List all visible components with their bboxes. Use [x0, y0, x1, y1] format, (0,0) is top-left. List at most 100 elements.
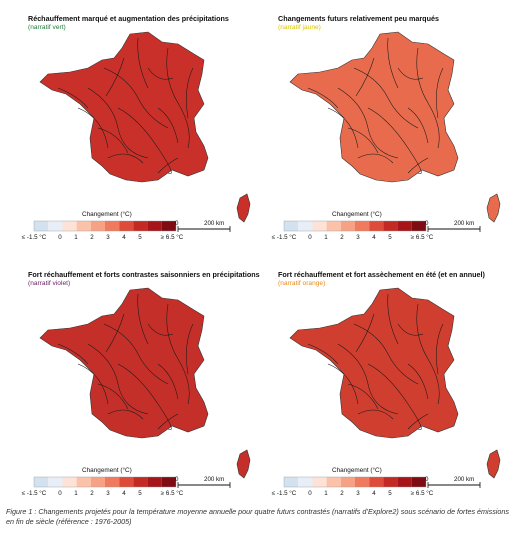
river-line	[327, 107, 359, 149]
legend-tick-label: 5	[138, 234, 142, 241]
corsica-outline	[486, 193, 501, 223]
panel-subtitle: (narratif violet)	[28, 280, 71, 287]
river-line	[57, 87, 89, 109]
legend-tick-label: 3	[356, 490, 360, 497]
river-line	[337, 87, 399, 159]
river-line	[353, 323, 419, 385]
legend-ticks: ≤ -1.5 °C 0 1 2 3 4 5 ≥ 6.5 °C	[268, 490, 518, 500]
legend-tick-label: 0	[308, 490, 312, 497]
legend-tick-label: 3	[106, 490, 110, 497]
scale-zero-label: 0	[175, 476, 179, 483]
legend-tick-label: 4	[122, 234, 126, 241]
legend-swatch	[48, 477, 63, 487]
river-line	[97, 127, 129, 154]
legend-tick-label: ≥ 6.5 °C	[160, 234, 184, 241]
legend-swatch	[383, 477, 398, 487]
river-line	[347, 127, 379, 154]
scale-distance-label: 200 km	[454, 476, 475, 483]
legend-swatch	[411, 477, 426, 487]
corsica-outline	[236, 449, 251, 479]
legend-ticks: ≤ -1.5 °C 0 1 2 3 4 5 ≥ 6.5 °C	[268, 234, 518, 244]
river-line	[307, 343, 339, 365]
legend-tick-label: 2	[340, 234, 344, 241]
river-line	[327, 363, 359, 405]
panel-subtitle: (narratif orange)	[278, 280, 326, 287]
river-line	[137, 293, 149, 345]
river-line	[397, 323, 424, 336]
france-mainland	[289, 287, 459, 439]
river-line	[397, 67, 424, 80]
legend-tick-label: 3	[356, 234, 360, 241]
panel-title: Changements futurs relativement peu marq…	[278, 14, 439, 23]
legend-swatch	[34, 477, 49, 487]
legend-swatch	[147, 221, 162, 231]
legend-swatch	[133, 221, 148, 231]
legend-swatch	[355, 477, 370, 487]
river-line	[367, 363, 422, 430]
legend-swatch	[284, 477, 299, 487]
legend-tick-label: ≤ -1.5 °C	[21, 490, 47, 497]
legend-swatch	[355, 221, 370, 231]
legend-ticks: ≤ -1.5 °C 0 1 2 3 4 5 ≥ 6.5 °C	[18, 234, 268, 244]
legend-swatch	[326, 221, 341, 231]
river-line	[147, 67, 174, 80]
france-temperature-map	[283, 287, 501, 488]
panel-title: Réchauffement marqué et augmentation des…	[28, 14, 229, 23]
river-line	[57, 343, 89, 365]
river-line	[77, 363, 109, 405]
river-line	[107, 409, 144, 420]
legend-swatch	[90, 221, 105, 231]
legend-tick-label: 0	[308, 234, 312, 241]
river-line	[436, 323, 444, 375]
river-line	[355, 313, 375, 353]
legend-tick-label: 1	[324, 234, 328, 241]
legend-swatch	[312, 477, 327, 487]
legend-bar-frame	[283, 220, 427, 232]
legend-swatch	[161, 221, 176, 231]
france-outline	[39, 31, 209, 183]
legend-tick-label: 2	[90, 490, 94, 497]
legend-tick-label: 2	[90, 234, 94, 241]
river-line	[105, 313, 125, 353]
legend-tick-label: 3	[106, 234, 110, 241]
legend-tick-label: 0	[58, 234, 62, 241]
legend-swatch	[326, 477, 341, 487]
legend-swatch	[90, 477, 105, 487]
river-line	[357, 409, 394, 420]
river-line	[103, 323, 169, 385]
scale-zero-label: 0	[425, 220, 429, 227]
legend-swatch	[119, 221, 134, 231]
river-line	[147, 323, 174, 336]
river-line	[387, 37, 399, 89]
legend-tick-label: 5	[138, 490, 142, 497]
river-line	[166, 47, 190, 149]
legend-title: Changement (°C)	[332, 467, 382, 474]
river-line	[416, 47, 440, 149]
legend-tick-label: ≤ -1.5 °C	[271, 234, 297, 241]
panel-title: Fort réchauffement et forts contrastes s…	[28, 270, 260, 279]
map-panel-orange: Fort réchauffement et fort assèchement e…	[268, 264, 518, 504]
map-panel-green: Réchauffement marqué et augmentation des…	[18, 8, 268, 248]
france-outline	[39, 287, 209, 439]
legend-swatch	[34, 221, 49, 231]
legend-tick-label: ≥ 6.5 °C	[160, 490, 184, 497]
scale-distance-label: 200 km	[454, 220, 475, 227]
river-line	[353, 67, 419, 129]
legend-tick-label: ≥ 6.5 °C	[410, 234, 434, 241]
legend-swatch	[76, 221, 91, 231]
river-line	[436, 67, 444, 119]
legend-swatch	[411, 221, 426, 231]
river-line	[77, 107, 109, 149]
river-line	[105, 57, 125, 97]
river-line	[157, 363, 179, 400]
map-panel-violet: Fort réchauffement et forts contrastes s…	[18, 264, 268, 504]
france-mainland	[39, 31, 209, 183]
river-line	[117, 363, 172, 430]
legend-swatch	[147, 477, 162, 487]
legend-swatch	[105, 477, 120, 487]
legend-tick-label: ≤ -1.5 °C	[21, 234, 47, 241]
legend-tick-label: 5	[388, 490, 392, 497]
legend-swatch	[119, 477, 134, 487]
scale-zero-label: 0	[425, 476, 429, 483]
legend-swatch	[383, 221, 398, 231]
